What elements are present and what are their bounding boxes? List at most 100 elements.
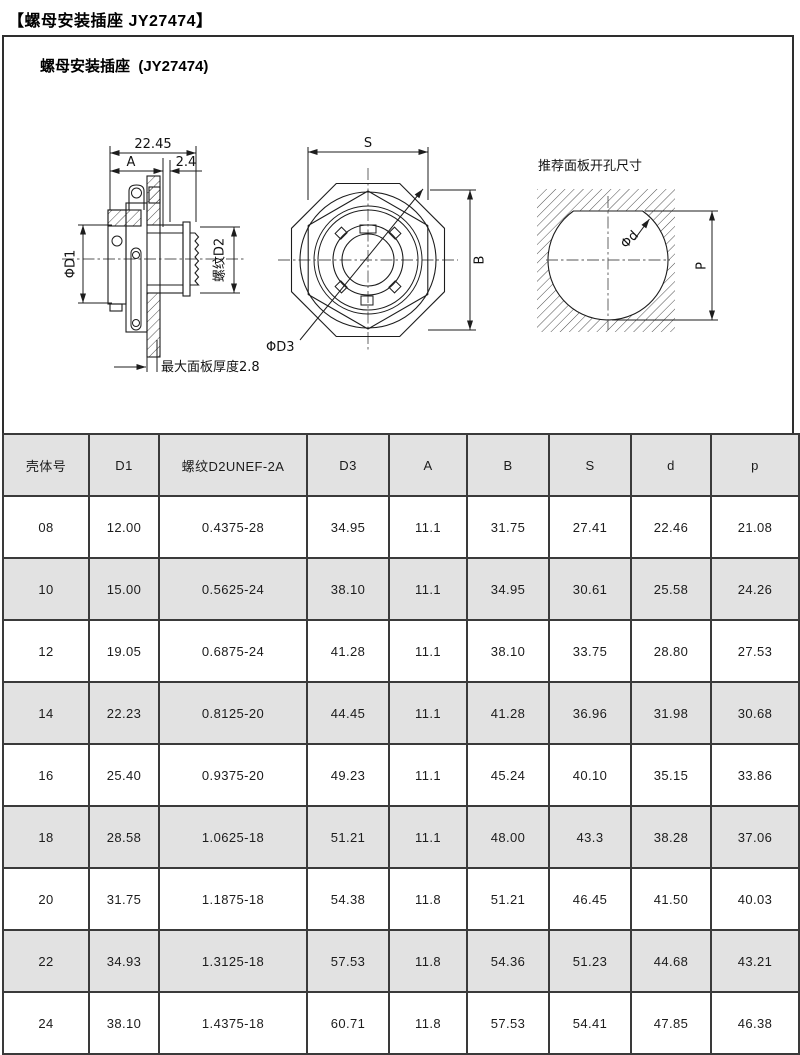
table-cell: 38.10 — [88, 991, 160, 1055]
table-cell: 43.21 — [710, 929, 800, 993]
col-header-b: B — [466, 433, 550, 497]
table-cell: 35.15 — [630, 743, 712, 807]
table-cell: 15.00 — [88, 557, 160, 621]
front-view-drawing: S B ΦD3 — [266, 136, 488, 355]
dim-a-label: A — [127, 155, 136, 170]
table-cell: 20 — [2, 867, 90, 931]
table-cell: 37.06 — [710, 805, 800, 869]
table-cell: 31.75 — [88, 867, 160, 931]
table-row: 08 12.00 0.4375-28 34.95 11.1 31.75 27.41 22.46… — [2, 495, 800, 559]
table-cell: 0.5625-24 — [158, 557, 308, 621]
panel-cutout-drawing: 推荐面板开孔尺寸 Φd P — [537, 159, 718, 332]
col-header-s: S — [548, 433, 632, 497]
table-cell: 34.93 — [88, 929, 160, 993]
table-cell: 22.23 — [88, 681, 160, 745]
table-cell: 11.8 — [388, 991, 468, 1055]
table-row: 20 31.75 1.1875-18 54.38 11.8 51.21 46.45 41.50… — [2, 867, 800, 931]
table-cell: 11.8 — [388, 867, 468, 931]
table-cell: 40.03 — [710, 867, 800, 931]
table-cell: 41.28 — [306, 619, 390, 683]
table-cell: 51.23 — [548, 929, 632, 993]
col-header-d3: D3 — [306, 433, 390, 497]
table-cell: 54.36 — [466, 929, 550, 993]
table-cell: 27.53 — [710, 619, 800, 683]
table-cell: 1.1875-18 — [158, 867, 308, 931]
table-cell: 36.96 — [548, 681, 632, 745]
table-cell: 0.4375-28 — [158, 495, 308, 559]
table-cell: 16 — [2, 743, 90, 807]
panel-cutout-title: 推荐面板开孔尺寸 — [538, 159, 642, 174]
table-cell: 28.80 — [630, 619, 712, 683]
table-cell: 60.71 — [306, 991, 390, 1055]
table-row: 12 19.05 0.6875-24 41.28 11.1 38.10 33.75 28.80… — [2, 619, 800, 683]
table-cell: 0.6875-24 — [158, 619, 308, 683]
table-cell: 54.38 — [306, 867, 390, 931]
table-cell: 33.75 — [548, 619, 632, 683]
dim-d3-label: ΦD3 — [266, 340, 295, 355]
table-cell: 28.58 — [88, 805, 160, 869]
table-cell: 0.8125-20 — [158, 681, 308, 745]
table-cell: 30.68 — [710, 681, 800, 745]
table-cell: 54.41 — [548, 991, 632, 1055]
table-cell: 11.8 — [388, 929, 468, 993]
table-cell: 19.05 — [88, 619, 160, 683]
table-cell: 25.40 — [88, 743, 160, 807]
dim-s-label: S — [364, 136, 372, 151]
table-cell: 11.1 — [388, 557, 468, 621]
table-cell: 08 — [2, 495, 90, 559]
table-cell: 0.9375-20 — [158, 743, 308, 807]
table-cell: 51.21 — [306, 805, 390, 869]
table-cell: 18 — [2, 805, 90, 869]
table-cell: 31.75 — [466, 495, 550, 559]
table-cell: 33.86 — [710, 743, 800, 807]
dim-b-label: B — [473, 256, 488, 265]
table-cell: 24.26 — [710, 557, 800, 621]
table-cell: 1.0625-18 — [158, 805, 308, 869]
table-cell: 11.1 — [388, 495, 468, 559]
table-cell: 10 — [2, 557, 90, 621]
dim-d1-label: ΦD1 — [64, 250, 79, 279]
table-cell: 30.61 — [548, 557, 632, 621]
table-cell: 51.21 — [466, 867, 550, 931]
col-header-d: d — [630, 433, 712, 497]
table-cell: 34.95 — [466, 557, 550, 621]
table-cell: 44.68 — [630, 929, 712, 993]
table-row: 16 25.40 0.9375-20 49.23 11.1 45.24 40.10 35.15… — [2, 743, 800, 807]
table-cell: 47.85 — [630, 991, 712, 1055]
table-cell: 14 — [2, 681, 90, 745]
col-header-shell: 壳体号 — [2, 433, 90, 497]
dim-overall-label: 22.45 — [134, 137, 171, 152]
spec-table-body: 08 12.00 0.4375-28 34.95 11.1 31.75 27.41 22.46… — [2, 495, 800, 1055]
table-row: 10 15.00 0.5625-24 38.10 11.1 34.95 30.61 25.58… — [2, 557, 800, 621]
table-cell: 27.41 — [548, 495, 632, 559]
dim-protrusion-label: 2.4 — [176, 155, 197, 170]
table-row: 22 34.93 1.3125-18 57.53 11.8 54.36 51.23 44.68… — [2, 929, 800, 993]
table-row: 24 38.10 1.4375-18 60.71 11.8 57.53 54.41 47.85… — [2, 991, 800, 1055]
table-cell: 25.58 — [630, 557, 712, 621]
table-cell: 31.98 — [630, 681, 712, 745]
table-cell: 12 — [2, 619, 90, 683]
table-header-row: 壳体号 D1 螺纹D2UNEF-2A D3 A B S d p — [2, 433, 800, 497]
table-row: 18 28.58 1.0625-18 51.21 11.1 48.00 43.3 38.28 3… — [2, 805, 800, 869]
technical-drawings: 22.45 A 2.4 ΦD1 螺纹D2 最大面板厚度2.8 — [62, 136, 718, 375]
table-cell: 11.1 — [388, 743, 468, 807]
table-cell: 57.53 — [466, 991, 550, 1055]
table-cell: 44.45 — [306, 681, 390, 745]
table-cell: 57.53 — [306, 929, 390, 993]
table-cell: 11.1 — [388, 681, 468, 745]
dim-thread-d2-label: 螺纹D2 — [213, 238, 228, 282]
table-cell: 21.08 — [710, 495, 800, 559]
table-cell: 1.3125-18 — [158, 929, 308, 993]
drawing-subtitle: 螺母安装插座 (JY27474) — [40, 58, 209, 75]
table-cell: 48.00 — [466, 805, 550, 869]
table-cell: 24 — [2, 991, 90, 1055]
table-cell: 1.4375-18 — [158, 991, 308, 1055]
table-cell: 11.1 — [388, 619, 468, 683]
table-cell: 38.28 — [630, 805, 712, 869]
table-cell: 22 — [2, 929, 90, 993]
table-cell: 46.45 — [548, 867, 632, 931]
col-header-p: p — [710, 433, 800, 497]
spec-table-head: 壳体号 D1 螺纹D2UNEF-2A D3 A B S d p — [2, 433, 800, 497]
table-cell: 38.10 — [306, 557, 390, 621]
table-cell: 45.24 — [466, 743, 550, 807]
